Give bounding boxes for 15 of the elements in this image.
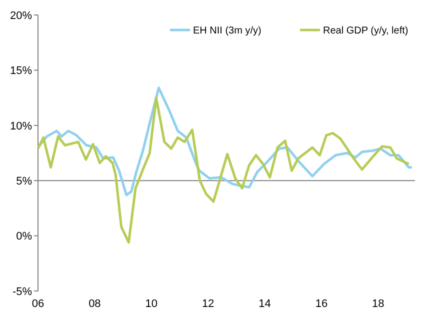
legend-label: Real GDP (y/y, left) [323,26,408,36]
x-tick-label: 08 [88,298,101,310]
x-tick-label: 10 [145,298,158,310]
x-tick-label: 16 [315,298,328,310]
y-tick-label: -5% [12,286,32,298]
y-tick-label: 5% [16,175,32,188]
y-tick-label: 20% [10,10,32,22]
x-tick-label: 14 [258,298,271,310]
x-tick-label: 12 [202,298,214,310]
y-tick-label: 10% [10,120,32,132]
y-tick-label: 0% [16,230,32,243]
x-tick-label: 18 [372,298,384,310]
legend-label: EH NII (3m y/y) [193,26,262,36]
y-tick-label: 15% [10,65,32,78]
x-tick-label: 06 [32,298,44,310]
